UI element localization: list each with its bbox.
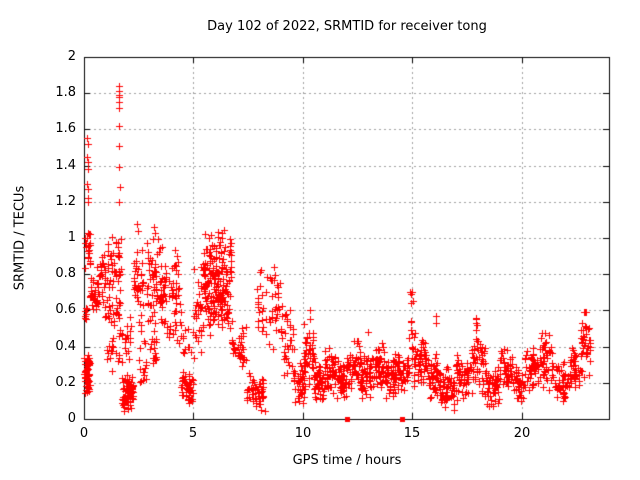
y-tick-label: 0.4	[55, 339, 76, 354]
x-tick-label: 15	[403, 426, 421, 441]
y-tick-label: 0.8	[55, 266, 76, 281]
y-tick-label: 1.8	[55, 85, 76, 100]
x-tick-label: 5	[188, 426, 198, 441]
x-tick-label: 10	[294, 426, 312, 441]
y-tick-label: 0	[67, 411, 76, 426]
y-tick-label: 1.4	[55, 158, 76, 173]
y-tick-label: 1	[67, 230, 76, 245]
y-tick-label: 0.2	[55, 375, 76, 390]
y-tick-label: 2	[67, 49, 76, 64]
x-tick-label: 20	[513, 426, 531, 441]
x-tick-label: 0	[79, 426, 89, 441]
chart-title: Day 102 of 2022, SRMTID for receiver ton…	[207, 19, 487, 34]
x-axis-label: GPS time / hours	[292, 453, 402, 468]
y-tick-label: 1.6	[55, 121, 76, 136]
y-tick-label: 1.2	[55, 194, 76, 209]
y-tick-label: 0.6	[55, 302, 76, 317]
